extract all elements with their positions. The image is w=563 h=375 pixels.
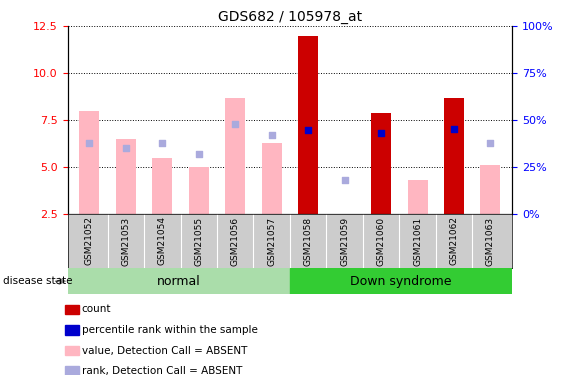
Text: disease state: disease state <box>3 276 72 286</box>
Point <box>122 145 131 151</box>
Bar <box>444 98 464 214</box>
Point <box>303 128 312 134</box>
Bar <box>262 142 282 214</box>
Bar <box>79 111 100 214</box>
Text: GSM21063: GSM21063 <box>486 216 495 266</box>
Bar <box>371 112 391 214</box>
Text: count: count <box>82 304 111 314</box>
Text: GSM21056: GSM21056 <box>231 216 240 266</box>
Text: GSM21062: GSM21062 <box>449 216 458 266</box>
Point <box>231 121 240 127</box>
Text: GSM21059: GSM21059 <box>340 216 349 266</box>
Point <box>340 177 349 183</box>
Text: GSM21060: GSM21060 <box>377 216 386 266</box>
Text: GSM21054: GSM21054 <box>158 216 167 266</box>
Text: GSM21052: GSM21052 <box>85 216 94 266</box>
Point <box>85 140 94 146</box>
Point <box>158 140 167 146</box>
Point <box>449 126 458 132</box>
Text: rank, Detection Call = ABSENT: rank, Detection Call = ABSENT <box>82 366 242 375</box>
Bar <box>408 180 427 214</box>
Bar <box>189 167 209 214</box>
Bar <box>153 158 172 214</box>
Text: normal: normal <box>157 275 200 288</box>
Bar <box>116 139 136 214</box>
Text: GSM21058: GSM21058 <box>303 216 312 266</box>
Bar <box>68 268 290 294</box>
Title: GDS682 / 105978_at: GDS682 / 105978_at <box>218 10 362 24</box>
Text: GSM21057: GSM21057 <box>267 216 276 266</box>
Text: percentile rank within the sample: percentile rank within the sample <box>82 325 257 335</box>
Point <box>267 132 276 138</box>
Text: GSM21055: GSM21055 <box>194 216 203 266</box>
Point <box>486 140 495 146</box>
Text: GSM21061: GSM21061 <box>413 216 422 266</box>
Text: value, Detection Call = ABSENT: value, Detection Call = ABSENT <box>82 346 247 355</box>
Bar <box>298 36 318 214</box>
Bar <box>225 98 245 214</box>
Bar <box>290 268 512 294</box>
Point <box>377 130 386 136</box>
Text: GSM21053: GSM21053 <box>122 216 131 266</box>
Bar <box>480 165 501 214</box>
Text: Down syndrome: Down syndrome <box>350 275 452 288</box>
Point <box>194 151 203 157</box>
